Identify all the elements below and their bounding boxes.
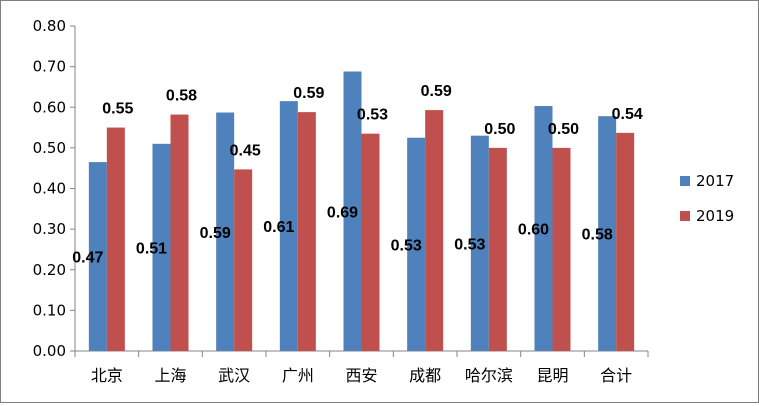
legend-label-2019: 2019 — [696, 207, 734, 225]
bar-2019-合计 — [616, 132, 635, 351]
data-label-2017: 0.53 — [454, 236, 485, 253]
legend: 2017 2019 — [680, 172, 734, 225]
data-label-2019: 0.58 — [166, 88, 197, 105]
x-category-label: 哈尔滨 — [465, 366, 513, 385]
data-label-2017: 0.58 — [582, 227, 613, 244]
bar-2017-合计 — [598, 116, 617, 351]
bar-2019-西安 — [361, 133, 380, 351]
bar-2019-上海 — [170, 114, 189, 351]
legend-swatch-2019 — [680, 211, 690, 221]
legend-swatch-2017 — [680, 176, 690, 186]
y-tick-label: 0.10 — [33, 301, 66, 319]
x-category-label: 昆明 — [536, 366, 568, 385]
x-category-label: 合计 — [600, 366, 632, 385]
data-label-2017: 0.69 — [327, 204, 358, 221]
bar-2017-西安 — [343, 71, 362, 351]
data-label-2019: 0.45 — [230, 142, 261, 159]
data-label-2019: 0.50 — [548, 121, 579, 138]
x-category-label: 北京 — [91, 366, 123, 385]
data-label-2019: 0.50 — [484, 121, 515, 138]
bar-2019-武汉 — [234, 169, 253, 351]
y-tick-label: 0.50 — [33, 139, 66, 157]
bar-2017-广州 — [279, 101, 298, 351]
legend-label-2017: 2017 — [696, 172, 734, 190]
data-label-2017: 0.51 — [136, 240, 167, 257]
bar-2019-北京 — [106, 127, 125, 351]
bar-2019-哈尔滨 — [488, 147, 507, 351]
y-tick-label: 0.00 — [33, 342, 66, 360]
x-category-label: 广州 — [282, 366, 314, 385]
data-label-2019: 0.59 — [293, 85, 324, 102]
y-tick-label: 0.60 — [33, 98, 66, 116]
bars — [88, 71, 635, 351]
data-label-2019: 0.54 — [612, 106, 643, 123]
data-label-2017: 0.60 — [518, 222, 549, 239]
data-label-2019: 0.55 — [102, 101, 133, 118]
y-tick-label: 0.70 — [33, 58, 66, 76]
bar-2019-昆明 — [552, 147, 571, 351]
data-label-2017: 0.47 — [72, 250, 103, 267]
y-tick-label: 0.20 — [33, 261, 66, 279]
x-category-label: 西安 — [345, 366, 377, 385]
bar-2017-武汉 — [216, 112, 235, 351]
bar-2019-成都 — [425, 110, 444, 351]
bar-2017-昆明 — [534, 106, 553, 351]
data-labels: 0.47 0.51 0.59 0.61 0.69 0.53 0.53 0.60 0.58 0.55… — [72, 83, 643, 266]
y-tick-label: 0.30 — [33, 220, 66, 238]
x-category-label: 武汉 — [218, 366, 250, 385]
data-label-2017: 0.59 — [200, 225, 231, 242]
bar-2019-广州 — [297, 112, 316, 351]
bar-2017-上海 — [152, 143, 171, 351]
y-tick-label: 0.40 — [33, 180, 66, 198]
x-category-label: 成都 — [409, 366, 441, 385]
bar-2017-哈尔滨 — [470, 135, 489, 351]
data-label-2017: 0.53 — [391, 237, 422, 254]
bar-2017-成都 — [407, 137, 426, 351]
data-label-2019: 0.59 — [421, 83, 452, 100]
y-tick-label: 0.80 — [33, 17, 66, 35]
bar-2017-北京 — [88, 162, 107, 351]
data-label-2017: 0.61 — [263, 219, 294, 236]
x-category-label: 上海 — [154, 366, 186, 385]
data-label-2019: 0.53 — [357, 107, 388, 124]
